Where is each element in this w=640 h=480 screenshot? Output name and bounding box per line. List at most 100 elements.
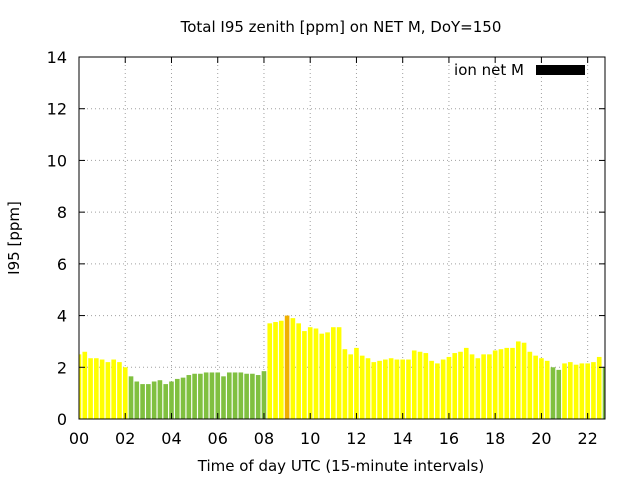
bar <box>579 363 585 419</box>
bar <box>255 375 261 419</box>
bar <box>469 354 475 419</box>
bar <box>186 375 192 419</box>
bar <box>117 362 122 419</box>
x-tick-label: 22 <box>577 429 597 448</box>
bar <box>435 363 440 419</box>
x-tick-label: 12 <box>346 429 366 448</box>
chart-title: Total I95 zenith [ppm] on NET M, DoY=150 <box>180 18 502 36</box>
bar <box>515 341 521 419</box>
bar <box>192 373 197 419</box>
bar <box>105 362 111 419</box>
bar <box>238 372 244 419</box>
y-tick-label: 8 <box>57 203 67 222</box>
x-tick-label: 10 <box>300 429 320 448</box>
bar <box>388 358 394 419</box>
bar <box>325 332 330 419</box>
bar <box>79 354 82 419</box>
x-tick-label: 18 <box>485 429 505 448</box>
bar <box>209 372 215 419</box>
bar <box>533 355 538 419</box>
legend: ion net M <box>454 61 585 79</box>
bar <box>94 358 99 419</box>
bar <box>250 373 255 419</box>
x-tick-label: 02 <box>115 429 135 448</box>
y-tick-label: 4 <box>57 307 67 326</box>
bar <box>99 359 105 419</box>
bar <box>371 362 377 419</box>
bar <box>146 384 151 419</box>
bar <box>331 327 336 419</box>
bar <box>336 327 342 419</box>
bar <box>568 362 573 419</box>
bar <box>383 359 388 419</box>
bar <box>226 372 232 419</box>
bar <box>278 320 284 419</box>
x-tick-label: 16 <box>439 429 459 448</box>
bar <box>423 353 429 419</box>
bar <box>596 356 602 419</box>
bar <box>452 353 458 419</box>
bar <box>111 359 116 419</box>
y-tick-label: 2 <box>57 358 67 377</box>
bar <box>290 318 296 419</box>
bars <box>79 315 605 419</box>
bar <box>296 323 301 419</box>
bar <box>307 327 313 419</box>
legend-swatch <box>536 65 585 75</box>
bar <box>544 360 550 419</box>
legend-label: ion net M <box>454 61 524 79</box>
bar <box>492 350 498 419</box>
bar <box>140 384 145 419</box>
bar <box>359 355 365 419</box>
x-tick-label: 20 <box>531 429 551 448</box>
bar <box>527 351 533 419</box>
bar <box>267 323 273 419</box>
bar <box>151 381 157 419</box>
y-tick-label: 12 <box>47 100 67 119</box>
bar <box>273 322 278 419</box>
x-tick-label: 06 <box>208 429 228 448</box>
bar <box>348 354 353 419</box>
bar <box>232 372 238 419</box>
bar <box>539 358 544 419</box>
bar <box>573 364 579 419</box>
bar <box>169 381 174 419</box>
bar <box>203 372 209 419</box>
bar <box>313 328 319 419</box>
bar <box>521 342 527 419</box>
bar <box>244 373 249 419</box>
bar <box>498 349 504 419</box>
bar <box>411 350 417 419</box>
y-tick-label: 10 <box>47 151 67 170</box>
bar <box>88 358 93 419</box>
x-tick-label: 04 <box>161 429 181 448</box>
bar <box>174 378 180 419</box>
y-tick-label: 14 <box>47 48 67 67</box>
bar <box>163 384 169 419</box>
bar <box>487 354 492 419</box>
bar <box>302 331 307 419</box>
x-tick-label: 00 <box>69 429 89 448</box>
bar <box>261 371 267 419</box>
bar <box>504 347 510 419</box>
bar <box>562 363 567 419</box>
bar <box>475 358 481 419</box>
bar <box>440 359 446 419</box>
bar <box>122 367 128 419</box>
bar <box>221 376 226 419</box>
bar <box>342 349 348 419</box>
x-tick-label: 14 <box>393 429 413 448</box>
bar <box>510 347 515 419</box>
bar <box>134 381 140 419</box>
bar <box>365 358 371 419</box>
plot-frame <box>78 56 606 420</box>
bar <box>157 380 163 419</box>
x-tick-label: 08 <box>254 429 274 448</box>
bar <box>458 351 463 419</box>
x-axis-label: Time of day UTC (15-minute intervals) <box>197 457 484 475</box>
bar <box>377 360 382 419</box>
bar <box>463 347 469 419</box>
grid-lines <box>79 57 605 419</box>
